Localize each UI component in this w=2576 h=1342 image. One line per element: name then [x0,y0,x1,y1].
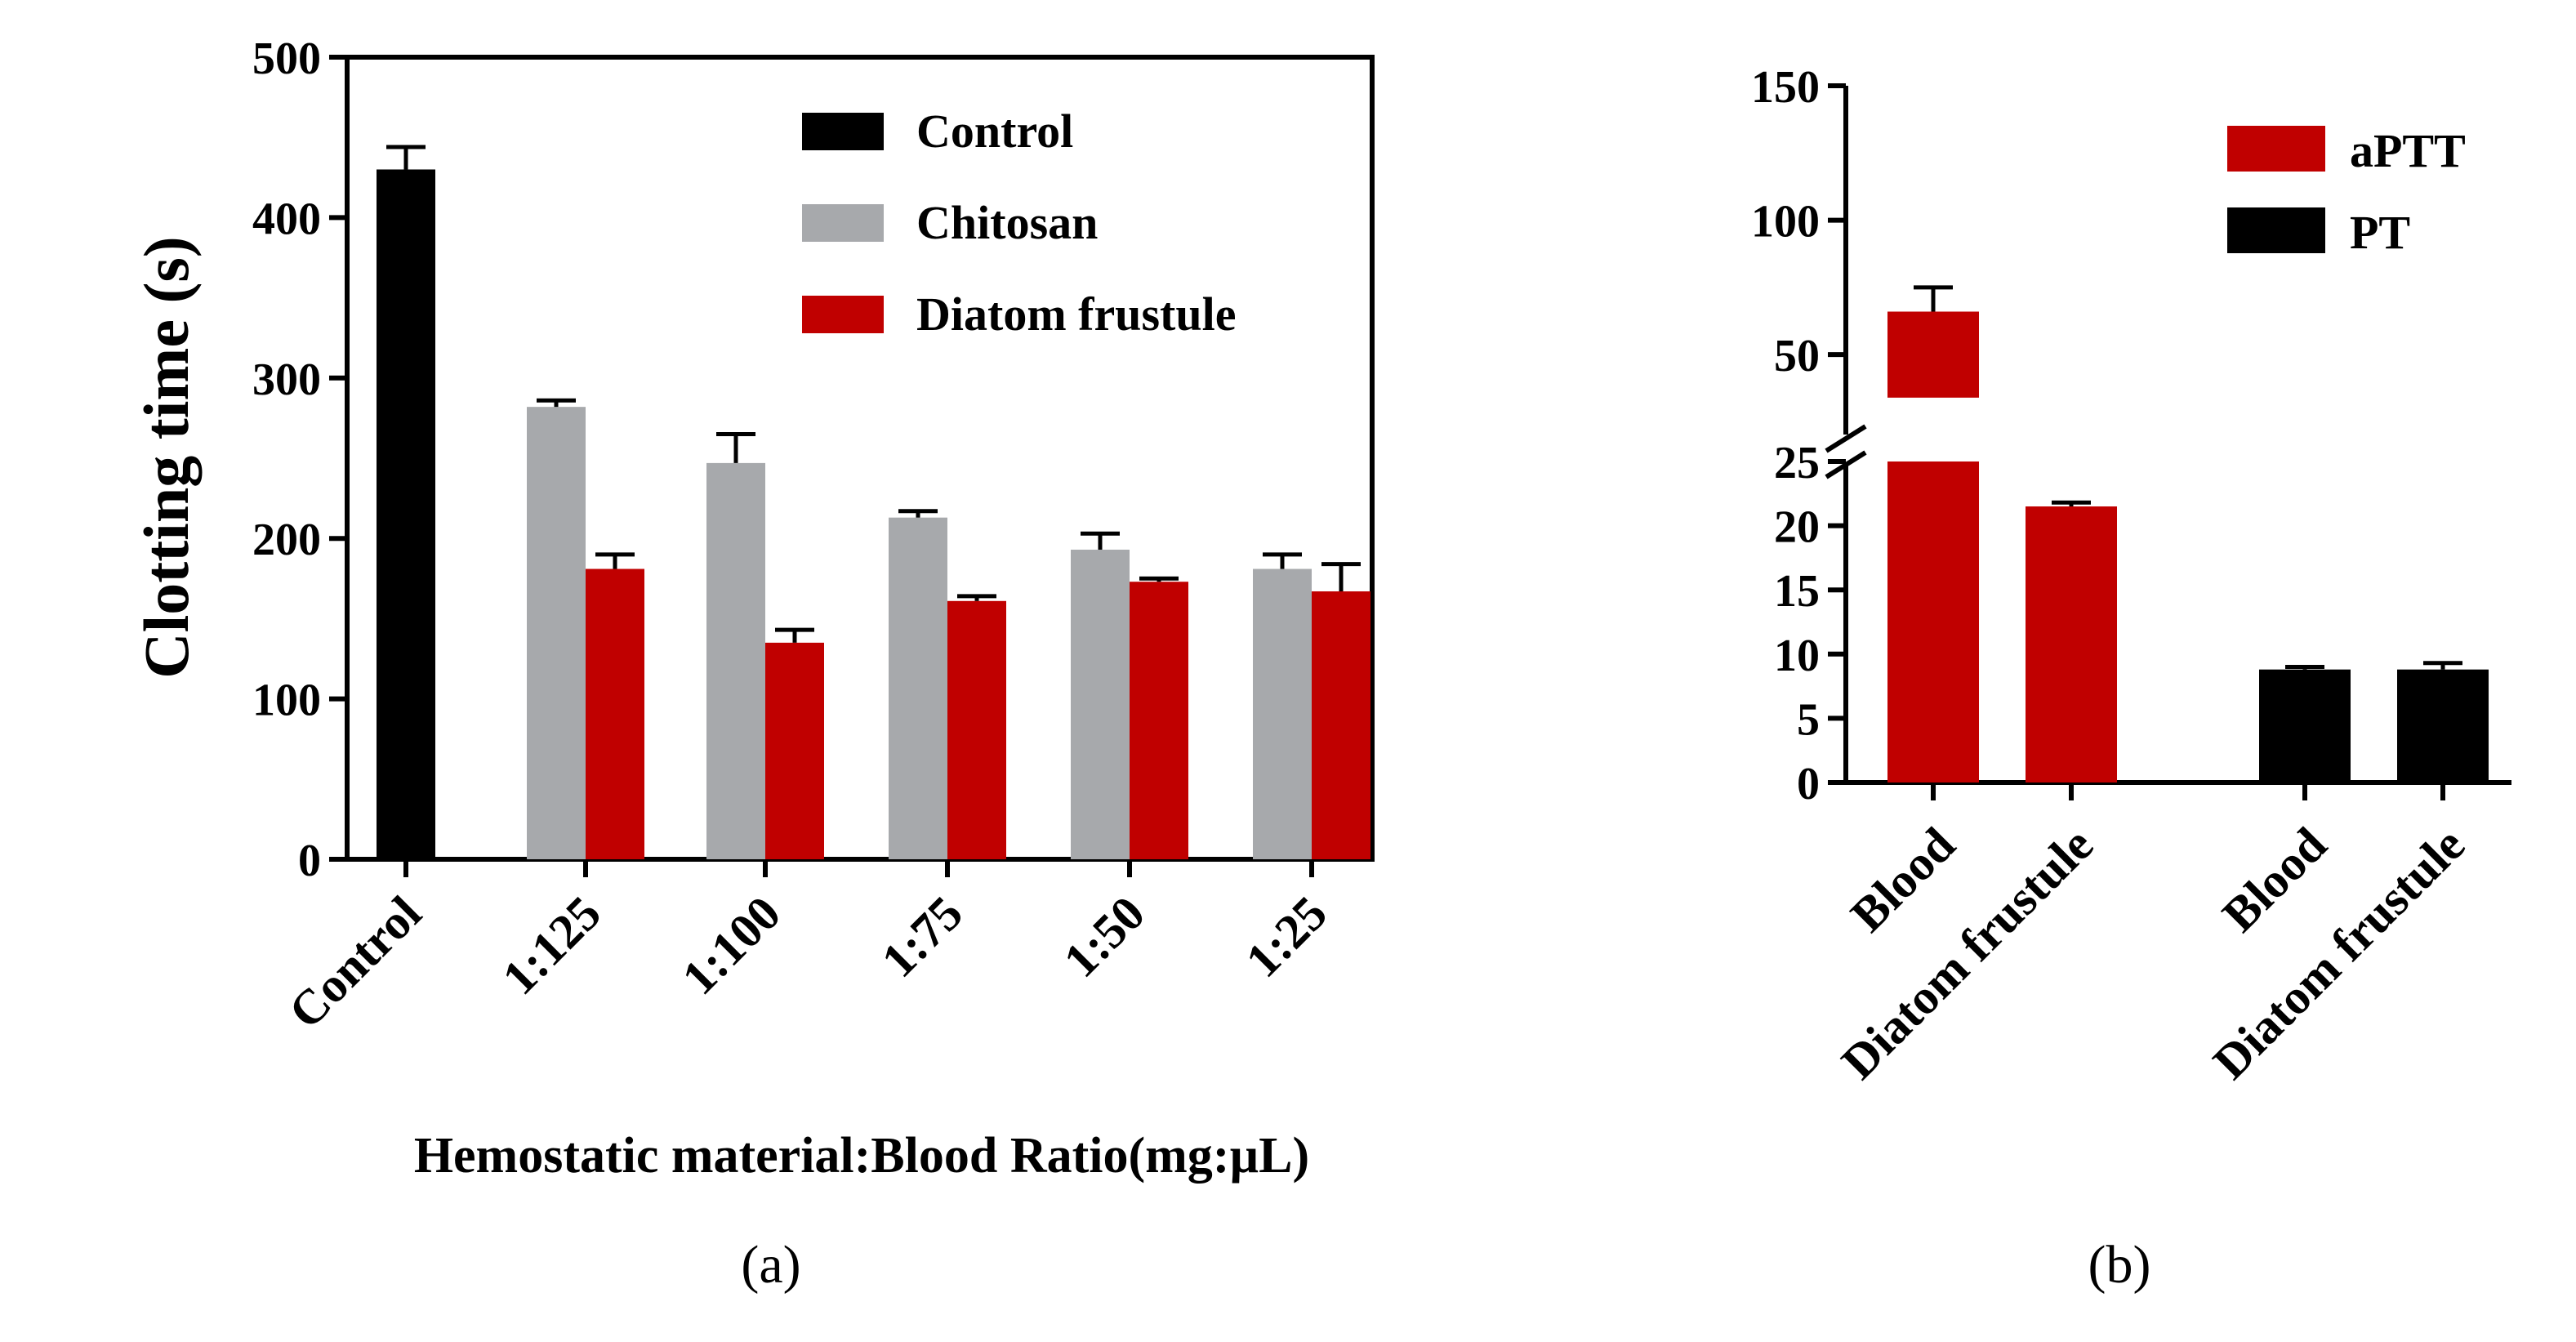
bar-aptt-upper [1887,311,1979,398]
y-tick-label-b: 100 [1751,197,1820,247]
y-tick-label-b: 150 [1751,62,1820,113]
panel-label-b: (b) [2088,1235,2151,1295]
y-tick-label-a: 200 [252,515,321,565]
bar-chitosan [706,462,765,859]
y-tick-label-b: 50 [1774,331,1820,381]
x-tick-label-a: 1:50 [1054,886,1155,988]
bar-diatom-frustule [586,568,644,859]
y-tick-label-a: 500 [252,33,321,84]
legend-swatch-a [802,113,884,150]
legend-label-b: PT [2350,206,2410,259]
y-tick-label-b: 20 [1774,502,1820,553]
y-axis-label-a: Clotting time (s) [131,236,202,679]
x-tick-label-b: Diatom frustule [2203,818,2475,1090]
bar-diatom-frustule [947,600,1006,859]
y-tick-label-b: 10 [1774,631,1820,681]
x-tick-label-b: Diatom frustule [1831,818,2103,1090]
legend-label-a: Control [916,105,1073,158]
bar-chitosan [1253,568,1312,859]
bar-aptt [2026,506,2117,782]
y-tick-label-a: 0 [298,836,321,886]
legend-swatch-b [2227,207,2325,253]
y-tick-label-b: 0 [1797,759,1820,809]
bar-diatom-frustule [765,642,824,859]
bar-diatom-frustule [1312,591,1370,859]
x-tick-label-b: Blood [2212,818,2337,943]
legend-swatch-a [802,296,884,333]
bar-diatom-frustule [1130,582,1188,859]
bar-chitosan [889,517,947,859]
axis-break-mark-b [1825,424,1867,453]
bar-pt [2397,669,2489,782]
y-tick-label-b: 5 [1797,694,1820,745]
bar-pt [2259,669,2351,782]
x-tick-label-a: 1:25 [1236,886,1337,988]
x-tick-label-a: 1:75 [871,886,973,988]
legend-swatch-a [802,204,884,242]
legend-label-a: Chitosan [916,196,1098,249]
panel-label-a: (a) [741,1235,800,1295]
axis-break-mark-b [1825,450,1867,479]
x-tick-label-a: 1:125 [492,886,612,1005]
y-tick-label-a: 300 [252,354,321,405]
bar-chitosan [1071,549,1130,859]
chart-a: 0 100 200 300 400 500 Clotting time (s) Control… [131,33,1375,1295]
x-axis-label-a: Hemostatic material:Blood Ratio(mg:µL) [414,1128,1309,1184]
x-tick-label-a: 1:100 [672,886,791,1005]
y-tick-label-a: 400 [252,194,321,244]
x-tick-label-b: Blood [1840,818,1965,943]
x-tick-label-a: Control [279,886,431,1039]
bar-chitosan [527,407,586,860]
bar-aptt-lower [1887,461,1979,782]
y-tick-label-a: 100 [252,675,321,726]
legend-swatch-b [2227,126,2325,172]
y-tick-label-b: 15 [1774,566,1820,617]
legend-label-a: Diatom frustule [916,288,1236,341]
y-tick-label-b: 25 [1774,438,1820,488]
bar-control [377,169,435,860]
legend-label-b: aPTT [2350,124,2466,177]
plot-frame-a [345,55,1375,862]
